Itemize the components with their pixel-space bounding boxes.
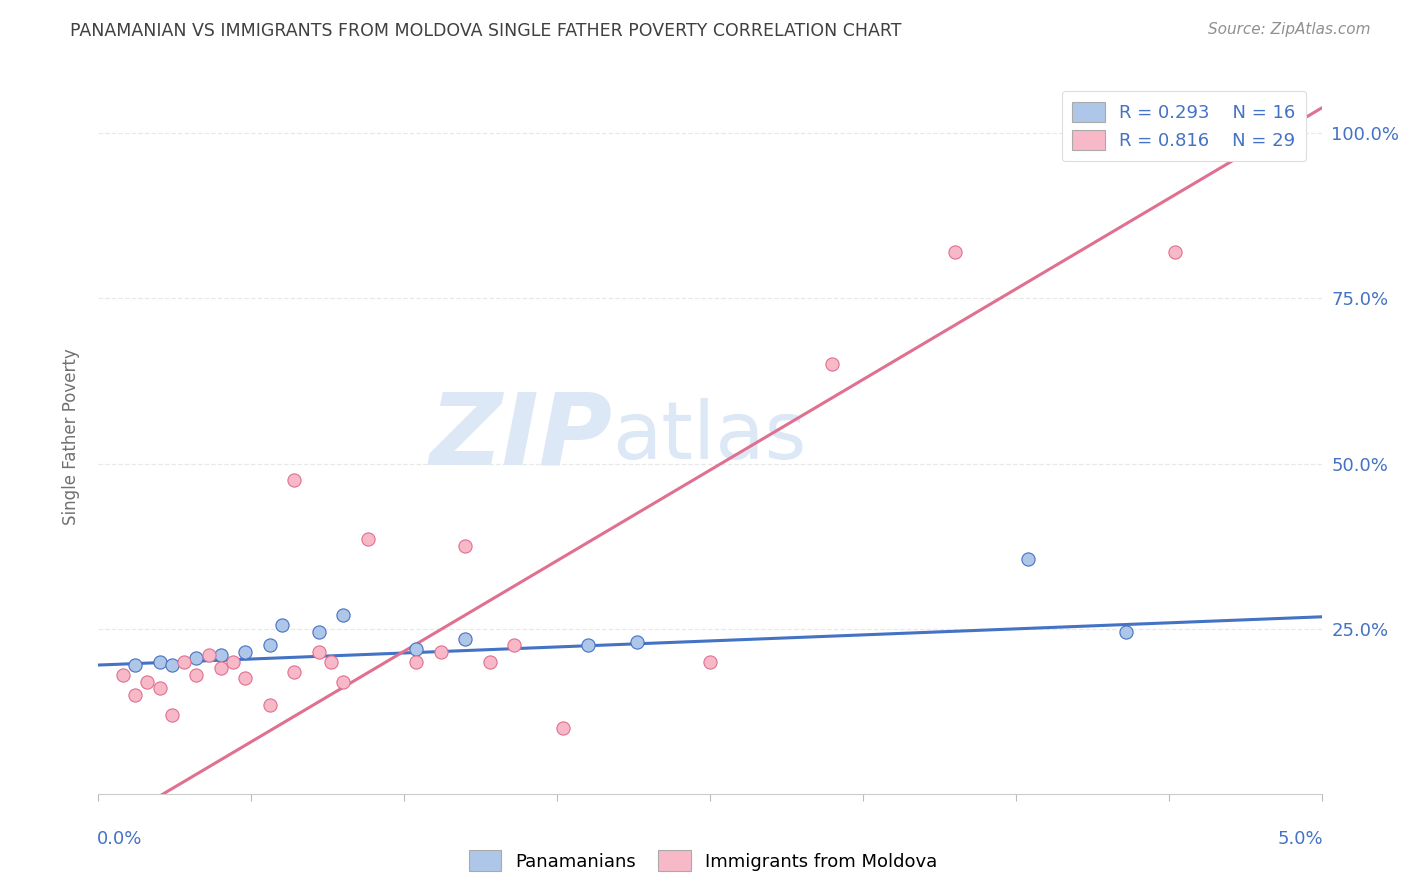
Point — [149, 655, 172, 669]
Point — [270, 618, 292, 632]
Point — [160, 658, 183, 673]
Point — [478, 655, 501, 669]
Point — [1115, 625, 1137, 640]
Point — [319, 655, 342, 669]
Point — [1066, 120, 1088, 134]
Point — [259, 638, 281, 652]
Point — [503, 638, 526, 652]
Point — [332, 608, 354, 623]
Point — [356, 533, 378, 547]
Point — [454, 539, 477, 553]
Text: 0.0%: 0.0% — [97, 830, 142, 847]
Point — [308, 625, 330, 640]
Point — [332, 674, 354, 689]
Point — [186, 668, 208, 682]
Point — [308, 645, 330, 659]
Point — [233, 671, 256, 685]
Point — [124, 688, 146, 702]
Point — [699, 655, 721, 669]
Point — [233, 645, 256, 659]
Point — [576, 638, 599, 652]
Point — [209, 648, 232, 662]
Point — [626, 635, 648, 649]
Legend: Panamanians, Immigrants from Moldova: Panamanians, Immigrants from Moldova — [461, 843, 945, 879]
Point — [821, 358, 844, 372]
Point — [209, 661, 232, 675]
Point — [222, 655, 245, 669]
Y-axis label: Single Father Poverty: Single Father Poverty — [62, 349, 80, 525]
Point — [405, 655, 427, 669]
Point — [430, 645, 453, 659]
Point — [1164, 245, 1187, 260]
Point — [1017, 552, 1039, 566]
Text: ZIP: ZIP — [429, 389, 612, 485]
Point — [283, 665, 305, 679]
Point — [283, 473, 305, 487]
Point — [173, 655, 195, 669]
Point — [454, 632, 477, 646]
Text: 5.0%: 5.0% — [1277, 830, 1323, 847]
Point — [186, 651, 208, 665]
Point — [197, 648, 219, 662]
Text: PANAMANIAN VS IMMIGRANTS FROM MOLDOVA SINGLE FATHER POVERTY CORRELATION CHART: PANAMANIAN VS IMMIGRANTS FROM MOLDOVA SI… — [70, 22, 901, 40]
Point — [160, 707, 183, 722]
Legend: R = 0.293    N = 16, R = 0.816    N = 29: R = 0.293 N = 16, R = 0.816 N = 29 — [1062, 91, 1306, 161]
Point — [943, 245, 966, 260]
Text: Source: ZipAtlas.com: Source: ZipAtlas.com — [1208, 22, 1371, 37]
Point — [259, 698, 281, 712]
Point — [553, 721, 575, 735]
Point — [149, 681, 172, 695]
Point — [136, 674, 159, 689]
Point — [124, 658, 146, 673]
Point — [405, 641, 427, 656]
Point — [111, 668, 134, 682]
Text: atlas: atlas — [612, 398, 807, 476]
